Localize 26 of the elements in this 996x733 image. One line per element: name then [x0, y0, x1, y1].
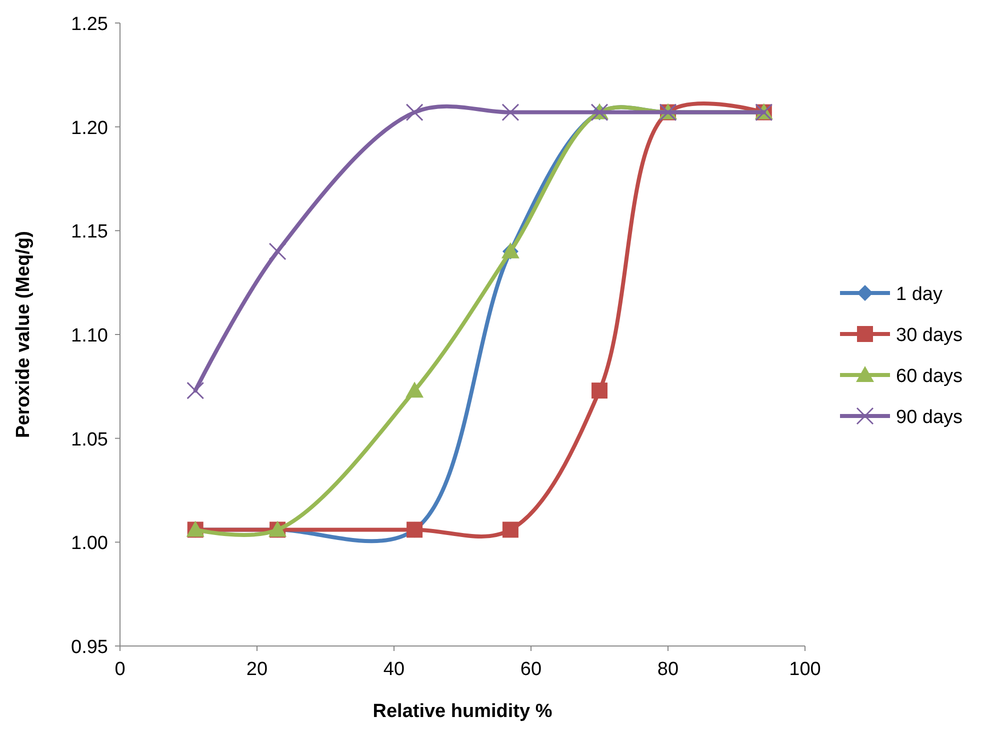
point	[502, 104, 520, 122]
point	[268, 242, 286, 260]
y-tick-label: 1.05	[71, 429, 108, 450]
legend-label: 30 days	[896, 325, 963, 346]
x-tick-label: 40	[383, 659, 405, 680]
point	[406, 104, 424, 122]
y-tick-label: 1.25	[71, 14, 108, 35]
legend-label: 60 days	[896, 366, 963, 387]
x-tick-label: 0	[114, 659, 126, 680]
x-tick-label: 20	[246, 659, 268, 680]
y-tick-label: 1.20	[71, 118, 108, 139]
x-axis-title: Relative humidity %	[372, 701, 552, 722]
legend-label: 1 day	[896, 284, 943, 305]
point	[502, 522, 518, 538]
point	[186, 382, 204, 400]
y-tick-label: 1.15	[71, 222, 108, 243]
legend-label: 90 days	[896, 407, 963, 428]
y-tick-label: 1.00	[71, 533, 108, 554]
x-tick-label: 80	[657, 659, 679, 680]
y-tick-label: 1.10	[71, 326, 108, 346]
y-tick-label: 0.95	[71, 637, 108, 658]
point	[406, 382, 424, 398]
x-tick-label: 100	[789, 659, 821, 680]
y-axis-title: Peroxide value (Meq/g)	[13, 231, 34, 438]
x-tick-label: 60	[520, 659, 542, 680]
point	[592, 382, 608, 399]
